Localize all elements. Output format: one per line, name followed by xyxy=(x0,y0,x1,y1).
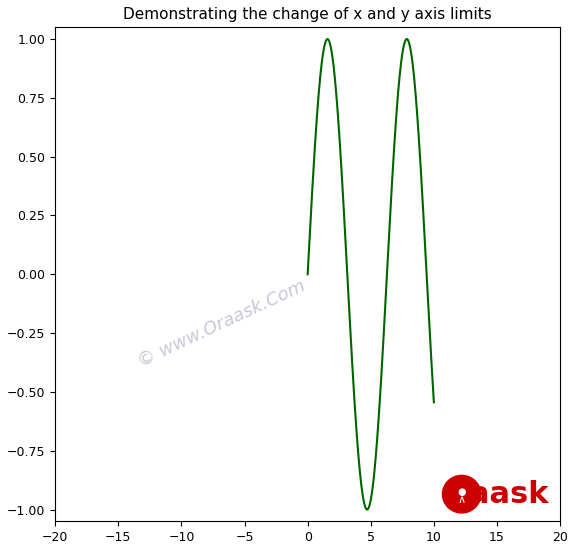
Text: raask: raask xyxy=(455,480,549,509)
Text: ●: ● xyxy=(457,487,466,496)
Title: Demonstrating the change of x and y axis limits: Demonstrating the change of x and y axis… xyxy=(123,7,492,22)
Circle shape xyxy=(443,476,481,513)
Text: © www.Oraask.Com: © www.Oraask.Com xyxy=(135,277,308,370)
Text: ∧: ∧ xyxy=(458,495,466,505)
